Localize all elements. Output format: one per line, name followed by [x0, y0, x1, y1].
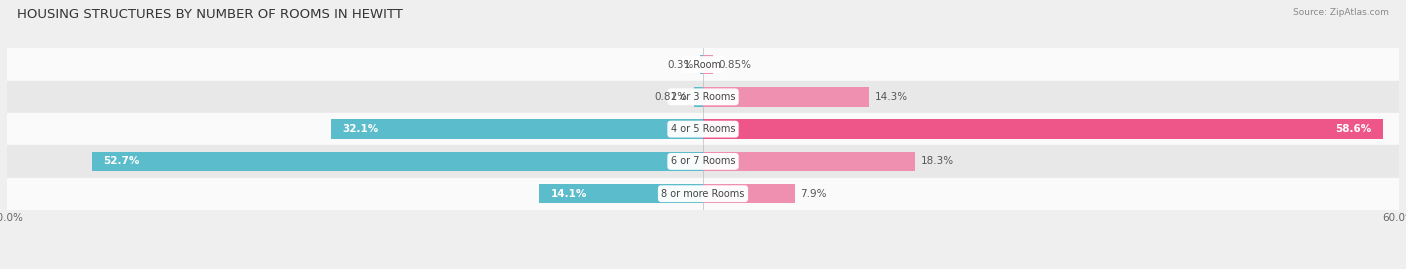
Bar [693, 87, 703, 107]
Bar [703, 152, 915, 171]
Text: 6 or 7 Rooms: 6 or 7 Rooms [671, 156, 735, 167]
Text: 1 Room: 1 Room [685, 59, 721, 70]
Bar [7, 113, 1399, 145]
Bar [7, 145, 1399, 178]
Text: HOUSING STRUCTURES BY NUMBER OF ROOMS IN HEWITT: HOUSING STRUCTURES BY NUMBER OF ROOMS IN… [17, 8, 402, 21]
Text: 0.85%: 0.85% [718, 59, 752, 70]
Bar [7, 48, 1399, 81]
Text: 7.9%: 7.9% [800, 189, 827, 199]
Text: 52.7%: 52.7% [103, 156, 139, 167]
Bar [91, 152, 703, 171]
Bar [540, 184, 703, 203]
Text: 0.81%: 0.81% [655, 92, 688, 102]
Text: 18.3%: 18.3% [921, 156, 955, 167]
Text: 0.3%: 0.3% [668, 59, 693, 70]
Text: 58.6%: 58.6% [1334, 124, 1371, 134]
Text: 14.1%: 14.1% [551, 189, 588, 199]
Text: 14.3%: 14.3% [875, 92, 908, 102]
Text: 2 or 3 Rooms: 2 or 3 Rooms [671, 92, 735, 102]
Bar [7, 81, 1399, 113]
Bar [703, 87, 869, 107]
Text: 4 or 5 Rooms: 4 or 5 Rooms [671, 124, 735, 134]
Text: 8 or more Rooms: 8 or more Rooms [661, 189, 745, 199]
Bar [703, 55, 713, 74]
Bar [700, 55, 703, 74]
Text: 32.1%: 32.1% [342, 124, 378, 134]
Bar [7, 178, 1399, 210]
Text: Source: ZipAtlas.com: Source: ZipAtlas.com [1294, 8, 1389, 17]
Bar [703, 184, 794, 203]
Bar [330, 119, 703, 139]
Bar [703, 119, 1382, 139]
